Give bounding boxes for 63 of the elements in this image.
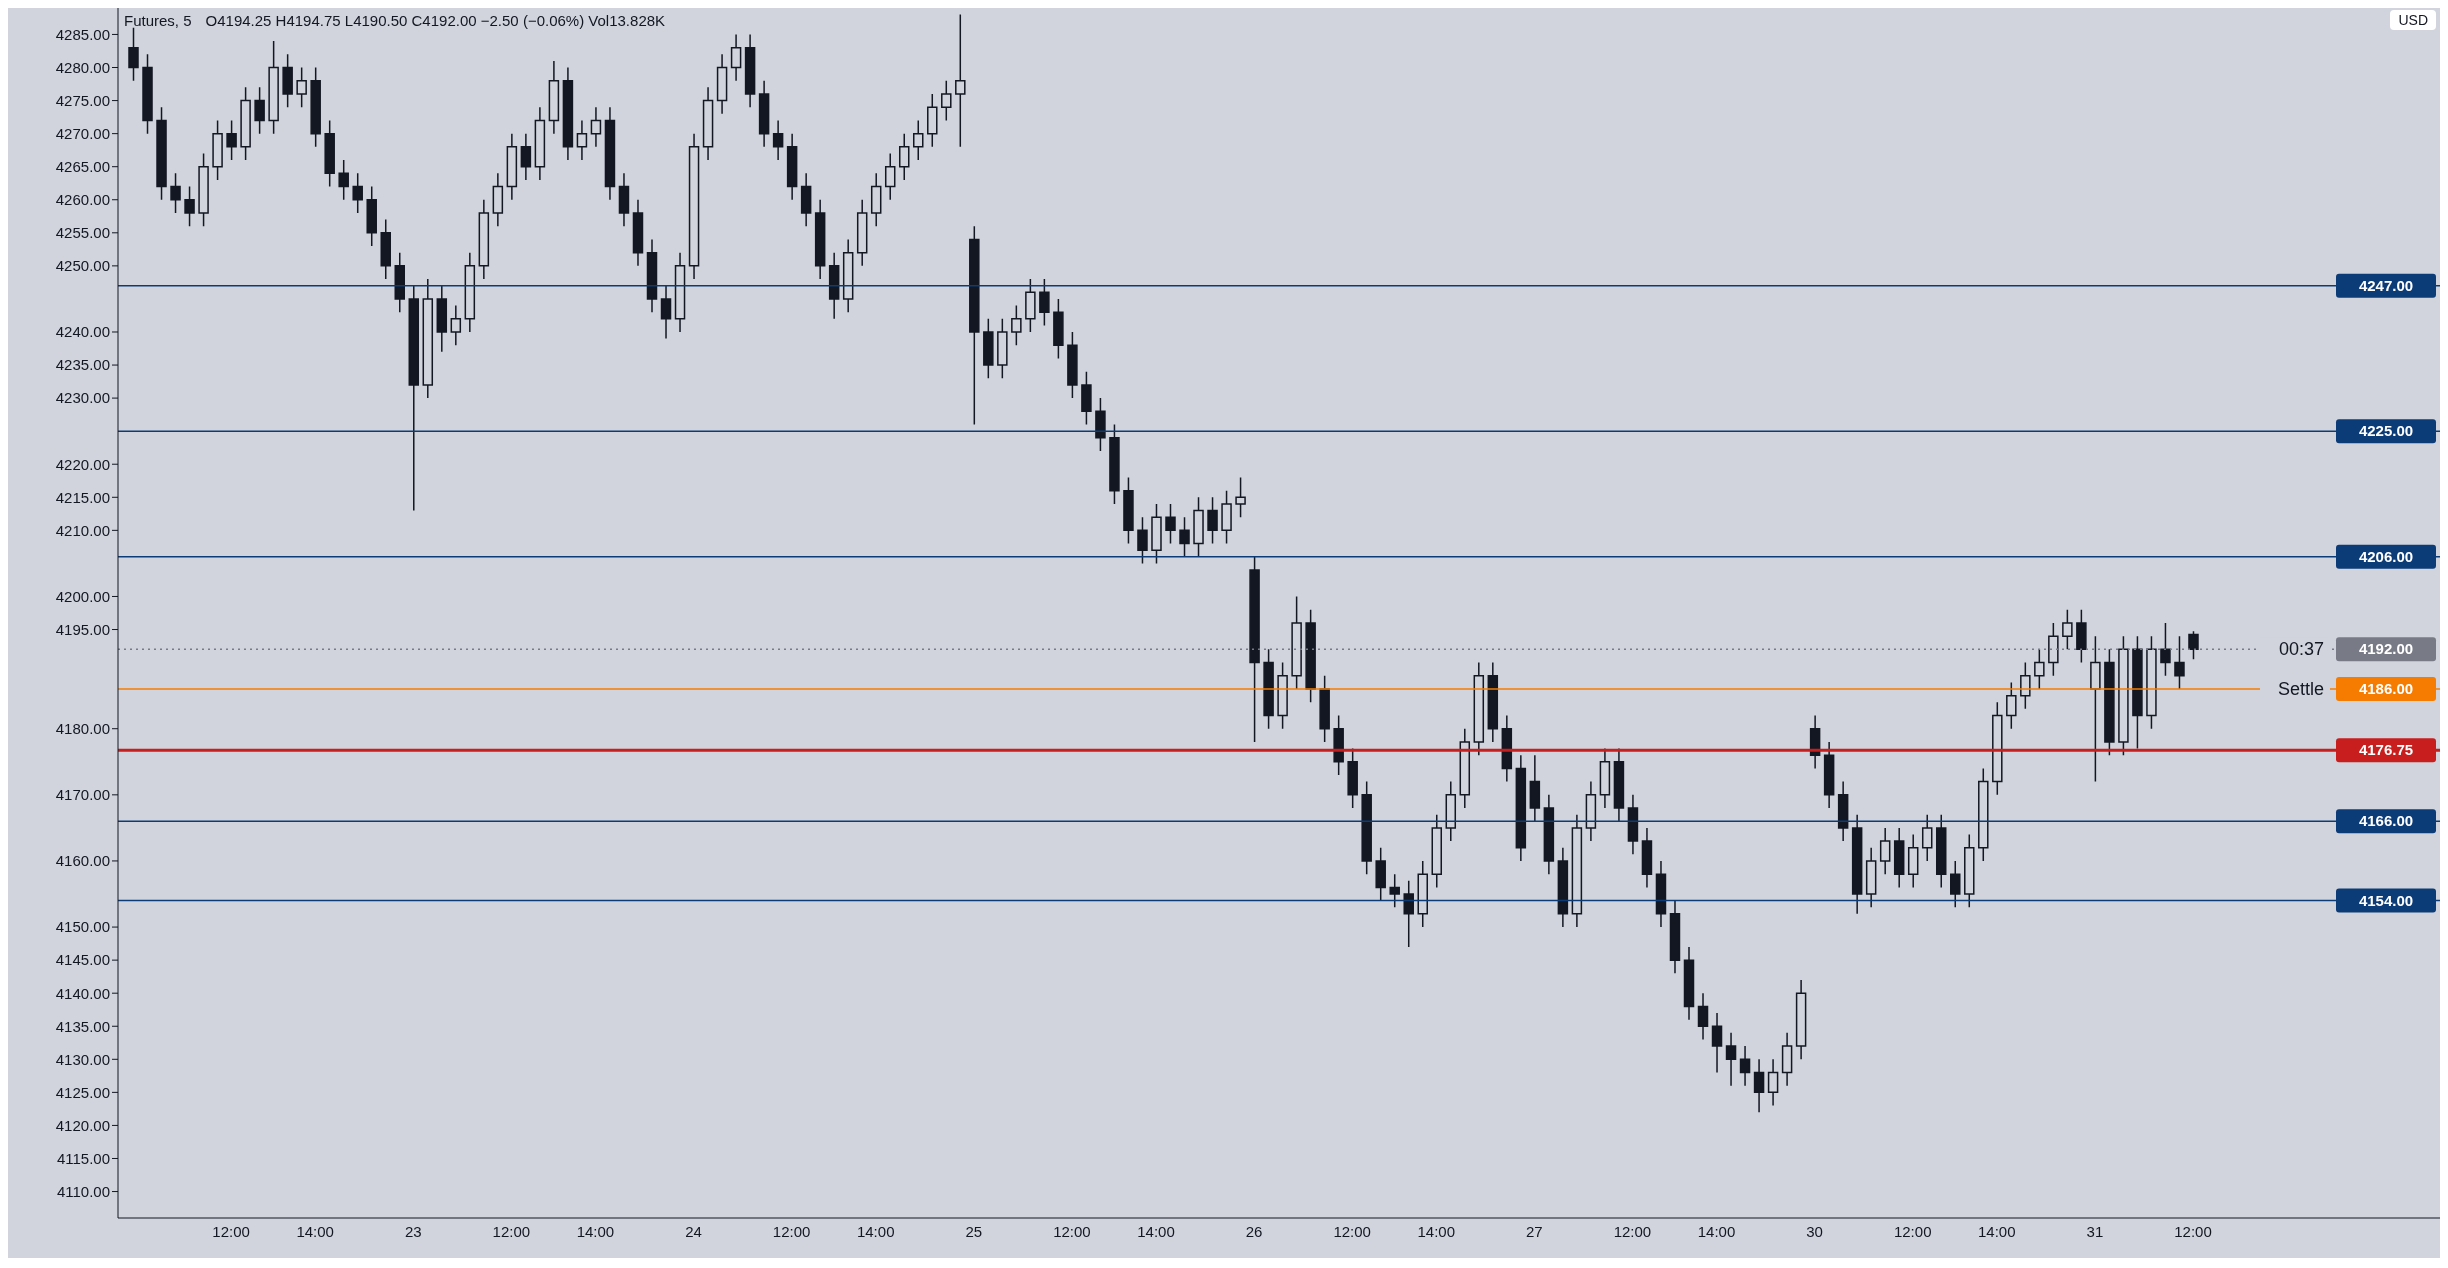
x-tick-label: 23 bbox=[404, 1222, 422, 1240]
y-tick-label: 4125.00 bbox=[55, 1083, 110, 1101]
x-tick-label: 14:00 bbox=[1697, 1222, 1736, 1240]
ref-line-label: 4192.00 bbox=[2358, 640, 2414, 658]
x-tick-label: 12:00 bbox=[2174, 1222, 2212, 1240]
y-tick-label: 4250.00 bbox=[55, 257, 110, 275]
x-tick-label: 14:00 bbox=[1417, 1222, 1456, 1240]
y-tick-label: 4130.00 bbox=[55, 1050, 110, 1068]
ref-line-label: 4176.75 bbox=[2358, 741, 2414, 759]
y-tick-label: 4285.00 bbox=[55, 25, 110, 43]
y-tick-label: 4235.00 bbox=[55, 356, 110, 374]
ref-line-label: 4225.00 bbox=[2358, 422, 2414, 440]
x-tick-label: 12:00 bbox=[1613, 1222, 1652, 1240]
x-tick-label: 27 bbox=[1526, 1222, 1543, 1240]
ref-line-label: 4186.00 bbox=[2358, 680, 2414, 698]
x-tick-label: 14:00 bbox=[1978, 1222, 2016, 1240]
x-tick-label: 12:00 bbox=[772, 1222, 811, 1240]
y-tick-label: 4180.00 bbox=[55, 720, 110, 738]
text: USD bbox=[2390, 10, 2436, 30]
y-tick-label: 4140.00 bbox=[55, 984, 110, 1002]
y-tick-label: 4110.00 bbox=[56, 1182, 110, 1200]
x-tick-label: 14:00 bbox=[1137, 1222, 1175, 1240]
y-tick-label: 4195.00 bbox=[55, 620, 110, 638]
y-tick-label: 4170.00 bbox=[55, 786, 110, 804]
ref-line-label: 4206.00 bbox=[2358, 547, 2414, 565]
x-tick-label: 14:00 bbox=[296, 1222, 334, 1240]
y-tick-label: 4145.00 bbox=[55, 951, 110, 969]
y-tick-label: 4260.00 bbox=[55, 191, 110, 209]
x-tick-label: 30 bbox=[1806, 1222, 1823, 1240]
annotation: 00:37 bbox=[2278, 639, 2324, 660]
x-tick-label: 12:00 bbox=[1053, 1222, 1091, 1240]
x-tick-label: 12:00 bbox=[492, 1222, 531, 1240]
y-tick-label: 4280.00 bbox=[55, 58, 110, 76]
y-tick-label: 4160.00 bbox=[55, 852, 110, 870]
x-tick-label: 12:00 bbox=[1893, 1222, 1932, 1240]
x-tick-label: 12:00 bbox=[1333, 1222, 1371, 1240]
y-tick-label: 4120.00 bbox=[55, 1116, 110, 1134]
y-tick-label: 4270.00 bbox=[55, 124, 110, 142]
y-tick-label: 4115.00 bbox=[56, 1149, 110, 1167]
x-tick-label: 14:00 bbox=[576, 1222, 615, 1240]
x-tick-label: 24 bbox=[685, 1222, 702, 1240]
y-tick-label: 4265.00 bbox=[55, 158, 110, 176]
ref-line-label: 4247.00 bbox=[2358, 276, 2414, 294]
chart-title: Futures, 5 bbox=[124, 12, 192, 29]
ref-line-label: 4154.00 bbox=[2358, 891, 2414, 909]
y-tick-label: 4135.00 bbox=[55, 1017, 110, 1035]
chart-subtitle: O4194.25 H4194.75 L4190.50 C4192.00 −2.50 (−0.06%) Vol13.828K bbox=[205, 12, 666, 29]
x-tick-label: 31 bbox=[2086, 1222, 2104, 1240]
x-tick-label: 25 bbox=[965, 1222, 983, 1240]
y-tick-label: 4150.00 bbox=[55, 918, 110, 936]
y-tick-label: 4210.00 bbox=[55, 521, 110, 539]
y-tick-label: 4215.00 bbox=[55, 488, 110, 506]
y-tick-label: 4255.00 bbox=[55, 224, 110, 242]
y-tick-label: 4200.00 bbox=[55, 587, 110, 605]
x-tick-label: 26 bbox=[1245, 1222, 1263, 1240]
annotation: Settle bbox=[2277, 679, 2324, 700]
y-tick-label: 4275.00 bbox=[55, 91, 110, 109]
y-tick-label: 4240.00 bbox=[55, 323, 110, 341]
ref-line-label: 4166.00 bbox=[2358, 812, 2414, 830]
y-tick-label: 4230.00 bbox=[55, 389, 110, 407]
y-tick-label: 4220.00 bbox=[55, 455, 110, 473]
x-tick-label: 14:00 bbox=[856, 1222, 895, 1240]
x-tick-label: 12:00 bbox=[212, 1222, 250, 1240]
